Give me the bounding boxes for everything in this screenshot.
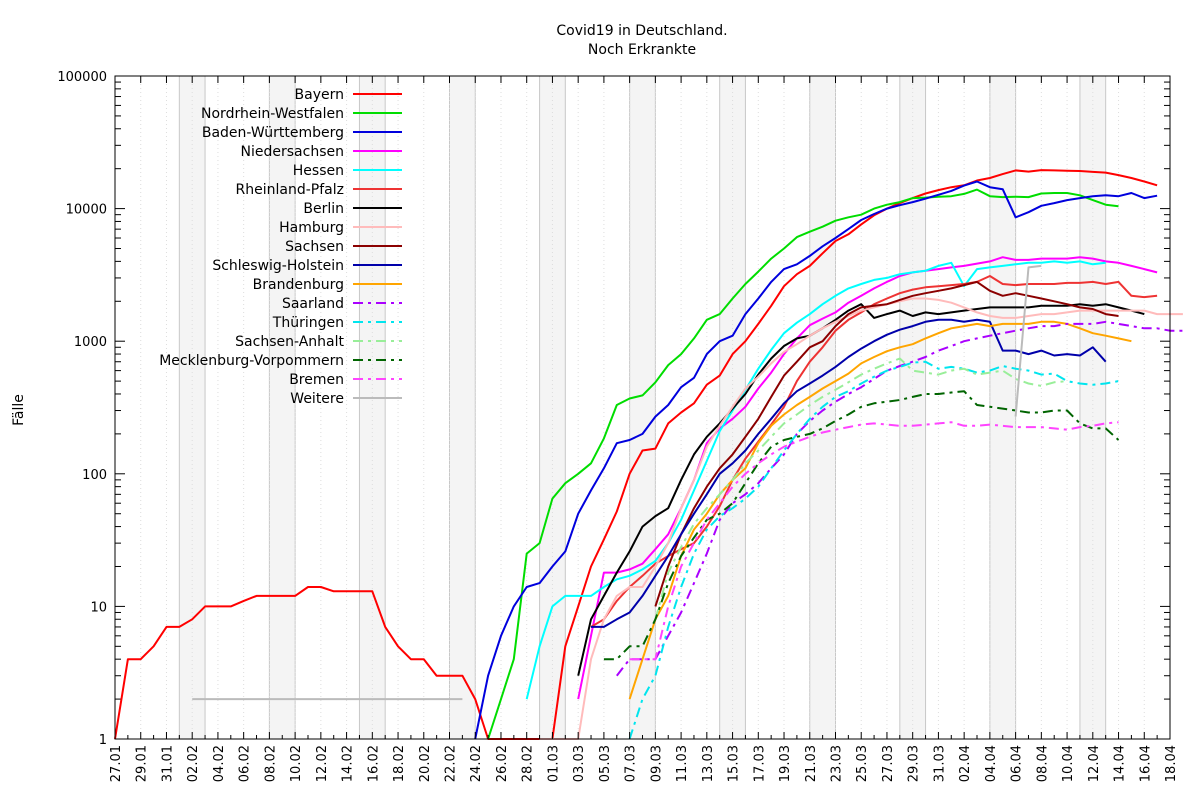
series-line-nordrhein-westfalen: [487, 188, 1119, 740]
x-tick-label: 25.03: [855, 745, 870, 782]
x-tick-label: 23.03: [829, 745, 844, 782]
weekend-band: [269, 76, 296, 739]
legend-label: Sachsen: [285, 239, 344, 255]
series-line-bayern: [114, 169, 1158, 740]
x-axis-ticks: 27.01 29.01 31.01 02.02 04.02 06.02 08.02 10.02…: [109, 76, 1179, 782]
series-line-saarland: [616, 320, 1183, 677]
legend-label: Weitere: [290, 391, 344, 407]
x-tick-label: 08.02: [263, 745, 278, 782]
x-tick-label: 04.02: [212, 745, 227, 782]
x-tick-label: 19.03: [778, 745, 793, 782]
series-line-sachsen-anhalt: [654, 357, 1068, 620]
y-tick-label: 10000: [66, 203, 107, 218]
legend-label: Thüringen: [272, 315, 344, 331]
series-line-berlin: [577, 303, 1145, 676]
x-tick-label: 29.03: [907, 745, 922, 782]
x-tick-label: 05.03: [598, 745, 613, 782]
x-tick-label: 09.03: [649, 745, 664, 782]
legend-label: Schleswig-Holstein: [212, 258, 344, 274]
x-tick-label: 12.02: [315, 745, 330, 782]
x-tick-label: 12.04: [1087, 745, 1102, 782]
chart-title: Covid19 in Deutschland.: [556, 23, 727, 39]
x-tick-label: 04.04: [984, 745, 999, 782]
legend-label: Niedersachsen: [241, 144, 344, 160]
x-tick-label: 11.03: [675, 745, 690, 782]
x-tick-label: 15.03: [727, 745, 742, 782]
series-line-mecklenburg-vorpommern: [603, 390, 1120, 661]
x-tick-label: 08.04: [1035, 745, 1050, 782]
x-tick-label: 31.03: [932, 745, 947, 782]
x-tick-label: 16.02: [366, 745, 381, 782]
series-line-th-ringen: [628, 360, 1119, 740]
legend-label: Mecklenburg-Vorpommern: [159, 353, 344, 369]
x-tick-label: 10.04: [1061, 745, 1076, 782]
x-tick-label: 27.01: [109, 745, 124, 782]
y-axis-ticks: 1 10 100 1000 10000 100000: [57, 70, 1170, 748]
weekend-band: [179, 76, 206, 739]
x-tick-label: 06.04: [1010, 745, 1025, 782]
x-tick-label: 22.02: [444, 745, 459, 782]
y-axis-label: Fälle: [11, 394, 27, 426]
series-line-brandenburg: [628, 320, 1132, 700]
series-line-baden-w-rttemberg: [474, 180, 1158, 740]
chart-subtitle: Noch Erkrankte: [588, 42, 696, 58]
x-tick-label: 18.02: [392, 745, 407, 782]
legend-label: Hessen: [293, 163, 344, 179]
x-tick-label: 20.02: [418, 745, 433, 782]
x-tick-label: 16.04: [1138, 745, 1153, 782]
weekend-band: [989, 76, 1016, 739]
x-tick-label: 29.01: [135, 745, 150, 782]
x-tick-label: 27.03: [881, 745, 896, 782]
x-tick-label: 01.03: [546, 745, 561, 782]
legend-label: Saarland: [282, 296, 344, 312]
y-tick-label: 1000: [74, 335, 107, 350]
x-tick-label: 31.01: [160, 745, 175, 782]
x-tick-label: 07.03: [624, 745, 639, 782]
series-line-hamburg: [539, 297, 1183, 740]
x-tick-label: 14.02: [341, 745, 356, 782]
series-line-bremen: [629, 421, 1119, 661]
x-tick-label: 03.03: [572, 745, 587, 782]
legend-label: Brandenburg: [253, 277, 344, 293]
legend-label: Nordrhein-Westfalen: [201, 106, 344, 122]
weekend-band: [539, 76, 566, 739]
legend-label: Bremen: [289, 372, 344, 388]
x-tick-label: 21.03: [804, 745, 819, 782]
x-tick-label: 13.03: [701, 745, 716, 782]
y-tick-label: 100000: [57, 70, 107, 85]
legend: Bayern Nordrhein-Westfalen Baden-Württembe…: [159, 87, 402, 407]
x-tick-label: 28.02: [521, 745, 536, 782]
legend-label: Rheinland-Pfalz: [236, 182, 344, 198]
y-tick-label: 100: [82, 468, 107, 483]
x-tick-label: 10.02: [289, 745, 304, 782]
weekend-shading: [178, 76, 1171, 739]
legend-label: Berlin: [303, 201, 344, 217]
weekend-band: [629, 76, 656, 739]
series-line-schleswig-holstein: [591, 318, 1107, 628]
series-line-niedersachsen: [577, 256, 1158, 700]
y-tick-label: 10: [90, 600, 107, 615]
weekend-band: [899, 76, 926, 739]
x-tick-label: 26.02: [495, 745, 510, 782]
weekend-band: [359, 76, 386, 739]
legend-label: Bayern: [295, 87, 344, 103]
legend-label: Sachsen-Anhalt: [235, 334, 344, 350]
x-tick-label: 24.02: [469, 745, 484, 782]
weekend-band: [1079, 76, 1106, 739]
x-tick-label: 18.04: [1164, 745, 1179, 782]
legend-label: Baden-Württemberg: [202, 125, 344, 141]
x-tick-label: 17.03: [752, 745, 767, 782]
legend-label: Hamburg: [279, 220, 344, 236]
x-tick-label: 02.02: [186, 745, 201, 782]
series-lines: [114, 169, 1183, 740]
weekend-band: [449, 76, 476, 739]
x-tick-label: 02.04: [958, 745, 973, 782]
series-line-extra-17: [1014, 264, 1042, 417]
x-tick-label: 06.02: [238, 745, 253, 782]
series-line-sachsen: [654, 280, 1119, 607]
y-tick-label: 1: [99, 733, 107, 748]
series-line-hessen: [525, 260, 1106, 700]
x-tick-label: 14.04: [1113, 745, 1128, 782]
